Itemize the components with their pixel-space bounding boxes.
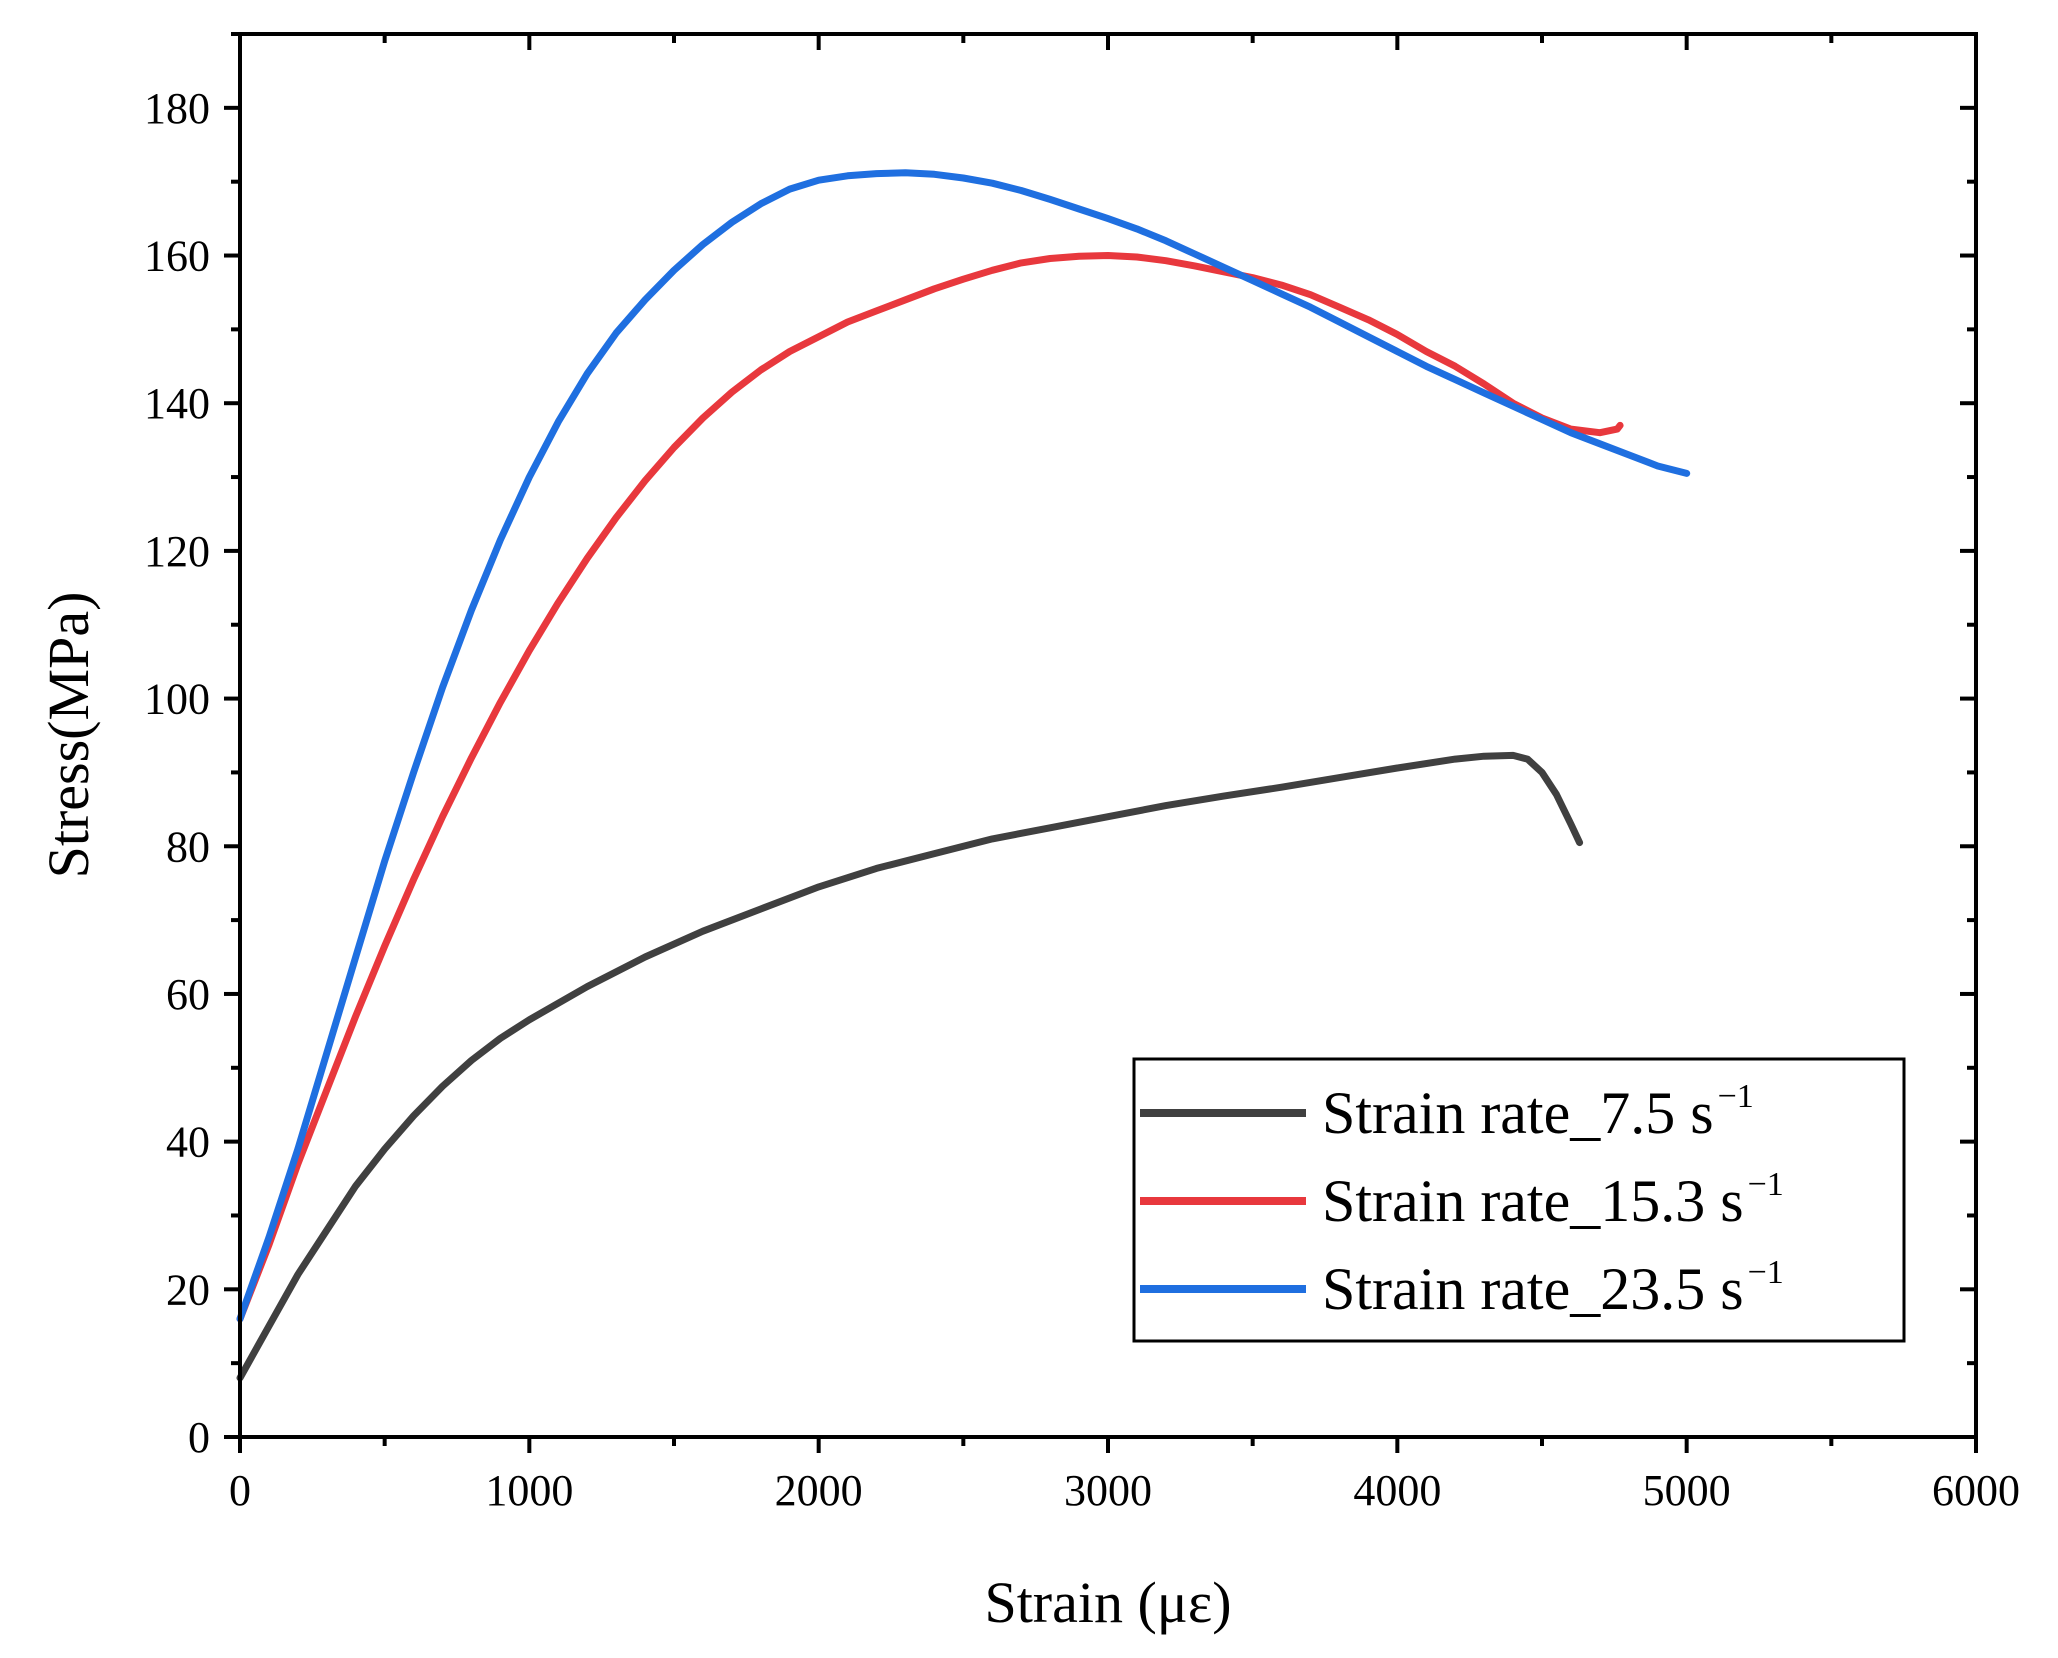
x-tick-label: 4000	[1353, 1466, 1441, 1515]
legend-label-2: Strain rate_23.5 s −1	[1322, 1254, 1784, 1322]
y-axis-title: Stress(MPa)	[36, 592, 101, 879]
x-tick-label: 1000	[485, 1466, 573, 1515]
y-tick-label: 100	[144, 675, 210, 724]
y-tick-label: 180	[144, 84, 210, 133]
x-tick-label: 5000	[1643, 1466, 1731, 1515]
x-tick-label: 0	[229, 1466, 251, 1515]
x-tick-label: 3000	[1064, 1466, 1152, 1515]
x-tick-label: 6000	[1932, 1466, 2020, 1515]
y-tick-label: 60	[166, 970, 210, 1019]
legend: Strain rate_7.5 s −1 Strain rate_15.3 s −1 S…	[1132, 1057, 1906, 1343]
series-line-2	[236, 169, 1691, 1323]
y-tick-label: 160	[144, 232, 210, 281]
y-tick-label: 120	[144, 527, 210, 576]
series-line-0	[236, 751, 1584, 1382]
series-line-1	[236, 252, 1624, 1323]
y-tick-label: 140	[144, 379, 210, 428]
x-tick-label: 2000	[775, 1466, 863, 1515]
y-tick-label: 80	[166, 822, 210, 871]
series-layer	[236, 169, 1691, 1382]
x-axis-title: Strain (με)	[984, 1570, 1231, 1635]
legend-label-1: Strain rate_15.3 s −1	[1322, 1166, 1784, 1234]
y-tick-label: 40	[166, 1118, 210, 1167]
y-tick-label: 20	[166, 1265, 210, 1314]
tick-label-layer: 0 1000 2000 3000 4000 5000 6000 0 20 40 60 80 100 120…	[144, 84, 2020, 1515]
y-tick-label: 0	[188, 1413, 210, 1462]
tick-layer	[224, 32, 1978, 1453]
legend-label-0: Strain rate_7.5 s −1	[1322, 1078, 1754, 1146]
